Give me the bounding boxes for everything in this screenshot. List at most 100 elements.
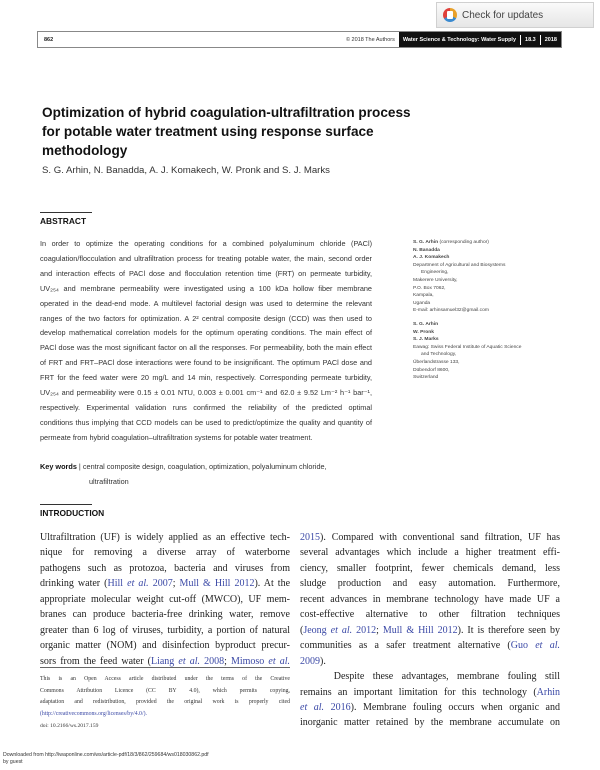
- abstract-line: conditions thus implying that CCD models…: [40, 417, 372, 427]
- author-name: S. G. Arhin: [413, 321, 439, 327]
- affiliation-line: Department of Agricultural and Biosystem…: [413, 262, 506, 268]
- affiliation-name: A. J. Komakech: [413, 254, 521, 262]
- body-text: several advantages which include a highe…: [300, 547, 560, 559]
- body-line: branes can produce bacteria-free drinkin…: [40, 607, 290, 622]
- citation-link[interactable]: et al.: [300, 701, 325, 713]
- affiliation-name: W. Pronk: [413, 329, 521, 337]
- citation-link[interactable]: Guo: [510, 640, 536, 652]
- keywords: Key words | central composite design, co…: [40, 460, 327, 489]
- body-text: Despite these advantages, membrane fouli…: [300, 671, 560, 683]
- body-line: nique for removing a diverse array of wa…: [40, 545, 290, 560]
- body-line: sludge production and easy automation. F…: [300, 576, 560, 591]
- abstract-line: operated in the dead-end mode. A multile…: [40, 298, 372, 308]
- affiliation-line: Dübendorf 8600,: [413, 367, 450, 373]
- body-text: cost-effective alternative to other filt…: [300, 609, 560, 621]
- affiliation-line: and Technology,: [421, 352, 457, 358]
- author-name: S. J. Marks: [413, 337, 439, 343]
- abstract-body: In order to optimize the operating condi…: [40, 237, 372, 446]
- body-line: 2009).: [300, 654, 560, 669]
- author-name: W. Pronk: [413, 329, 434, 335]
- abstract-heading: ABSTRACT: [40, 216, 87, 226]
- citation-link[interactable]: Arhin: [536, 686, 560, 698]
- body-text: organic matter (NOM) and disinfection by…: [40, 640, 290, 652]
- abstract-line: PACl dose was the most significant facto…: [40, 343, 372, 353]
- citation-link[interactable]: Hill: [107, 578, 128, 590]
- affiliation-name: S. G. Arhin: [413, 321, 521, 329]
- citation-link[interactable]: Liang: [150, 655, 179, 667]
- author-name: S. G. Arhin: [413, 240, 439, 245]
- body-text: nique for removing a diverse array of wa…: [40, 547, 290, 559]
- citation-link[interactable]: 2012: [352, 624, 377, 636]
- body-line: (Jeong et al. 2012; Mull & Hill 2012). I…: [300, 623, 560, 638]
- citation-link[interactable]: et al.: [535, 640, 560, 652]
- page-number: 862: [44, 36, 54, 43]
- body-line: et al. 2016). Membrane fouling occurs wh…: [300, 700, 560, 715]
- citation-link[interactable]: et al.: [178, 655, 200, 667]
- body-text: Ultrafiltration (UF) is widely applied a…: [40, 532, 290, 543]
- affiliation-line: Engineering,: [421, 270, 449, 276]
- check-for-updates-button[interactable]: Check for updates: [436, 2, 594, 28]
- body-text: remains an important limitation for this…: [300, 686, 537, 698]
- title-line: for potable water treatment using respon…: [42, 124, 374, 139]
- citation-link[interactable]: 2016: [324, 701, 351, 713]
- body-text: ;: [376, 624, 383, 636]
- citation-link[interactable]: 2015: [300, 532, 320, 543]
- abstract-line: ranges of the two factors for optimizati…: [40, 313, 372, 323]
- year: 2018: [544, 36, 557, 43]
- download-url: Downloaded from http://iwaponline.com/ws…: [3, 752, 209, 758]
- citation-link[interactable]: et al.: [268, 655, 290, 667]
- journal-name: Water Science & Technology: Water Supply: [402, 36, 517, 43]
- email-link[interactable]: E-mail: arhinsamuel32@gmail.com: [413, 308, 489, 314]
- abstract-line: UV₂₅₄ and permeability were 0.15 ± 0.01 …: [40, 388, 372, 398]
- body-text: ).: [320, 655, 326, 667]
- affiliation-line: Switzerland: [413, 375, 439, 381]
- affiliation-name: S. J. Marks: [413, 336, 521, 344]
- body-text: ;: [172, 578, 180, 590]
- citation-link[interactable]: Mull & Hill 2012: [382, 624, 458, 636]
- abstract-line: respectively. Experimental validation ru…: [40, 402, 372, 412]
- body-line: several advantages which include a highe…: [300, 545, 560, 560]
- body-text: ciency, smaller footprint, fewer chemica…: [300, 562, 560, 574]
- abstract-line: coagulation/flocculation and ultrafiltra…: [40, 253, 372, 263]
- citation-link[interactable]: 2008: [200, 655, 225, 667]
- title-line: Optimization of hybrid coagulation-ultra…: [42, 105, 411, 120]
- footnote-line: adaptation and redistribution, provided …: [40, 699, 290, 705]
- citation-link[interactable]: Jeong: [303, 624, 331, 636]
- download-note: Downloaded from http://iwaponline.com/ws…: [3, 752, 209, 765]
- body-line: drinking water (Hill et al. 2007; Mull &…: [40, 576, 290, 591]
- abstract-rule: [40, 212, 92, 213]
- body-text: (: [300, 624, 304, 636]
- body-line: appropriate molecular weight cut-off (MW…: [40, 592, 290, 607]
- citation-link[interactable]: Mull & Hill 2012: [179, 578, 255, 590]
- body-line: ciency, smaller footprint, fewer chemica…: [300, 561, 560, 576]
- copyright: © 2018 The Authors: [345, 36, 395, 43]
- author-name: A. J. Komakech: [413, 255, 450, 261]
- affiliation-name: S. G. Arhin (corresponding author): [413, 239, 521, 247]
- citation-link[interactable]: et al.: [127, 578, 149, 590]
- citation-link[interactable]: 2009: [300, 655, 320, 667]
- crossmark-icon: [443, 8, 457, 22]
- body-line: Despite these advantages, membrane fouli…: [300, 669, 560, 684]
- abstract-line: FRT for the feed water were 20 mg/L and …: [40, 373, 372, 383]
- body-line: sors from the feed water (Liang et al. 2…: [40, 654, 290, 669]
- body-line: organic matter (NOM) and disinfection by…: [40, 638, 290, 653]
- keywords-text: central composite design, coagulation, o…: [82, 462, 327, 471]
- body-text: sors from the feed water (: [40, 655, 151, 667]
- author-name: N. Banadda: [413, 247, 440, 253]
- keywords-text: ultrafiltration: [89, 476, 129, 486]
- license-link[interactable]: (http://creativecommons.org/licenses/by/…: [40, 710, 147, 717]
- body-text: ). It is therefore seen by: [457, 624, 560, 636]
- body-text: ). Compared with conventional sand filtr…: [320, 532, 560, 543]
- affiliations: S. G. Arhin (corresponding author) N. Ban…: [413, 239, 521, 382]
- citation-link[interactable]: Mimoso: [230, 655, 269, 667]
- citation-link[interactable]: 2007: [148, 578, 173, 590]
- check-for-updates-label: Check for updates: [462, 9, 544, 21]
- abstract-line: UV₂₅₄ and membrane permeability were inv…: [40, 283, 372, 293]
- body-line: greater than 6 log of viruses, turbidity…: [40, 623, 290, 638]
- citation-link[interactable]: et al.: [330, 624, 353, 636]
- abstract-line: permeate from hybrid coagulation–ultrafi…: [40, 432, 313, 442]
- abstract-line: develop mathematical correlation models …: [40, 328, 372, 338]
- volume: 18.3: [525, 36, 536, 43]
- body-line: recent advances in membrane technology h…: [300, 592, 560, 607]
- affiliation-line: Eawag: Swiss Federal Institute of Aquati…: [413, 344, 522, 350]
